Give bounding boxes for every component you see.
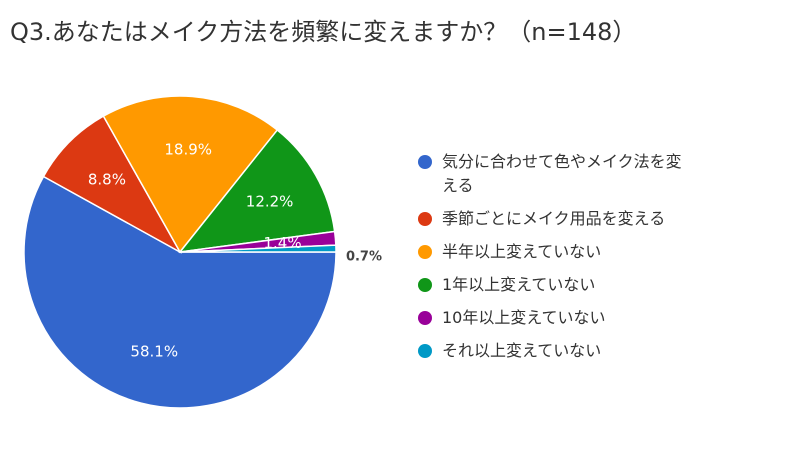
slice-data-label: 8.8%	[88, 170, 126, 188]
legend-swatch	[418, 311, 432, 325]
pie-slice	[42, 115, 182, 254]
legend-swatch	[418, 344, 432, 358]
pie-slice	[179, 244, 337, 253]
slice-data-label: 58.1%	[130, 343, 178, 361]
pie-slice	[23, 175, 337, 409]
legend-entry-label: 気分に合わせて色やメイク法を変	[442, 152, 682, 171]
legend: 気分に合わせて色やメイク法を変える季節ごとにメイク用品を変える半年以上変えていな…	[418, 152, 682, 360]
chart-title: Q3.あなたはメイク方法を頻繁に変えますか？（n=148）	[10, 18, 636, 46]
legend-entry-label: それ以上変えていない	[442, 341, 601, 360]
slice-labels: 58.1% 8.8% 18.9% 12.2% 1.4% 0.7%	[88, 140, 382, 360]
pie-slices	[23, 95, 337, 409]
legend-entry-label: 1年以上変えていない	[442, 275, 595, 294]
legend-swatch	[418, 245, 432, 259]
pie-slice	[102, 95, 279, 254]
legend-entry-label: 半年以上変えていない	[442, 242, 601, 261]
legend-swatch	[418, 278, 432, 292]
slice-data-label: 0.7%	[346, 249, 382, 264]
legend-swatch	[418, 212, 432, 226]
slice-data-label: 1.4%	[264, 234, 302, 252]
legend-swatch	[418, 155, 432, 169]
legend-entry-label: 季節ごとにメイク用品を変える	[442, 209, 665, 228]
slice-data-label: 18.9%	[164, 140, 212, 158]
slice-data-label: 12.2%	[246, 192, 294, 210]
pie-slice	[178, 128, 336, 253]
legend-entry-label: 10年以上変えていない	[442, 308, 606, 327]
legend-entry-label: える	[442, 176, 474, 195]
